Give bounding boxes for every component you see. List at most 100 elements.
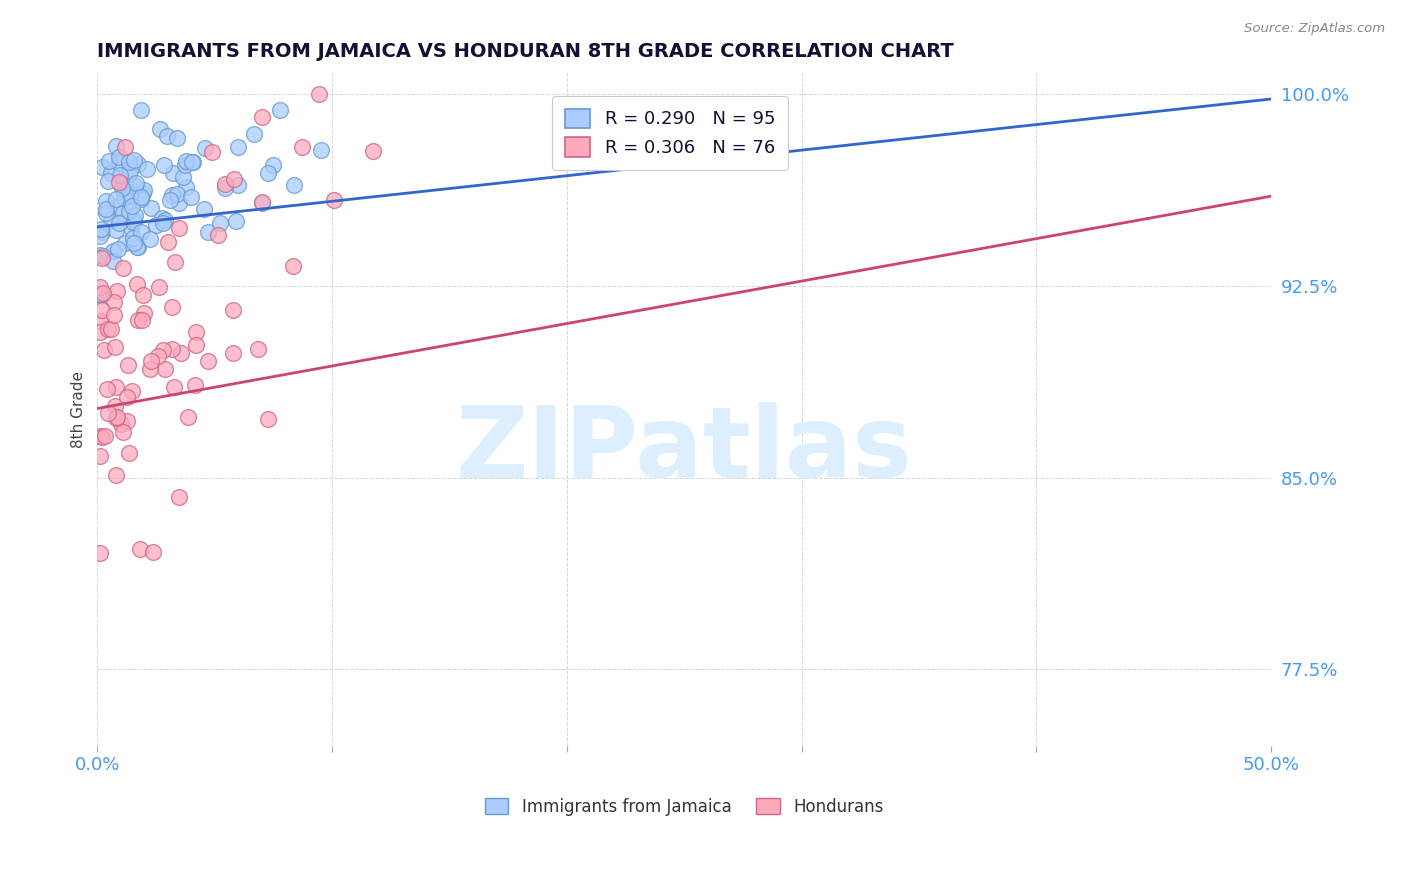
Point — [90, 302, 112, 317]
Point — [115, 390, 138, 404]
Point — [250, 196, 273, 211]
Point — [283, 178, 305, 193]
Legend: Immigrants from Jamaica, Hondurans: Immigrants from Jamaica, Hondurans — [478, 791, 890, 822]
Point — [100, 166, 122, 180]
Point — [105, 409, 128, 424]
Point — [214, 180, 236, 194]
Y-axis label: 8th Grade: 8th Grade — [72, 371, 86, 449]
Point — [160, 342, 183, 356]
Point — [108, 156, 131, 170]
Point — [122, 235, 145, 250]
Point — [125, 240, 148, 254]
Point — [114, 191, 136, 205]
Point — [115, 414, 138, 428]
Point — [94, 429, 117, 443]
Point — [207, 228, 229, 243]
Point — [129, 103, 152, 117]
Point — [100, 213, 122, 227]
Point — [124, 213, 146, 227]
Point — [117, 167, 139, 181]
Point — [118, 154, 141, 169]
Point — [170, 345, 193, 359]
Point — [153, 213, 176, 227]
Point — [121, 384, 143, 398]
Point — [105, 284, 128, 298]
Point — [103, 295, 125, 310]
Point — [117, 358, 139, 372]
Point — [100, 322, 122, 336]
Point — [291, 140, 314, 154]
Point — [193, 202, 215, 216]
Point — [108, 216, 131, 230]
Point — [162, 166, 184, 180]
Point — [94, 206, 117, 220]
Point — [308, 87, 330, 101]
Point — [127, 240, 149, 254]
Point — [142, 545, 165, 559]
Point — [176, 409, 198, 424]
Point — [91, 430, 114, 444]
Point — [121, 184, 143, 198]
Point — [141, 201, 163, 215]
Point — [129, 190, 152, 204]
Point — [150, 211, 173, 225]
Point — [89, 229, 111, 244]
Point — [152, 343, 174, 358]
Point — [174, 153, 197, 168]
Point — [129, 192, 152, 206]
Point — [114, 140, 136, 154]
Point — [96, 382, 118, 396]
Point — [111, 206, 134, 220]
Point — [132, 288, 155, 302]
Point — [97, 406, 120, 420]
Point — [118, 187, 141, 202]
Point — [118, 164, 141, 178]
Point — [112, 183, 135, 197]
Point — [138, 362, 160, 376]
Point — [118, 446, 141, 460]
Point — [127, 157, 149, 171]
Point — [262, 158, 284, 172]
Point — [167, 196, 190, 211]
Point — [91, 160, 114, 174]
Point — [167, 490, 190, 504]
Text: IMMIGRANTS FROM JAMAICA VS HONDURAN 8TH GRADE CORRELATION CHART: IMMIGRANTS FROM JAMAICA VS HONDURAN 8TH … — [97, 42, 955, 61]
Text: ZIPatlas: ZIPatlas — [456, 401, 912, 499]
Point — [181, 154, 204, 169]
Point — [121, 215, 143, 229]
Point — [132, 183, 155, 197]
Point — [139, 354, 162, 368]
Point — [226, 140, 249, 154]
Point — [124, 208, 146, 222]
Point — [104, 411, 127, 425]
Point — [89, 449, 111, 463]
Point — [111, 425, 134, 439]
Point — [105, 223, 128, 237]
Point — [145, 219, 167, 233]
Point — [89, 429, 111, 443]
Point — [97, 174, 120, 188]
Point — [105, 192, 128, 206]
Point — [104, 399, 127, 413]
Point — [91, 285, 114, 300]
Point — [136, 161, 159, 176]
Point — [127, 313, 149, 327]
Point — [228, 178, 250, 193]
Point — [114, 174, 136, 188]
Point — [361, 145, 384, 159]
Point — [186, 326, 208, 340]
Point — [90, 287, 112, 301]
Point — [107, 242, 129, 256]
Point — [222, 172, 245, 186]
Point — [153, 158, 176, 172]
Point — [256, 166, 278, 180]
Point — [89, 279, 111, 293]
Point — [166, 187, 188, 202]
Point — [156, 235, 179, 249]
Point — [184, 338, 207, 352]
Point — [90, 313, 112, 327]
Point — [122, 231, 145, 245]
Point — [149, 122, 172, 136]
Point — [250, 194, 273, 209]
Point — [97, 322, 120, 336]
